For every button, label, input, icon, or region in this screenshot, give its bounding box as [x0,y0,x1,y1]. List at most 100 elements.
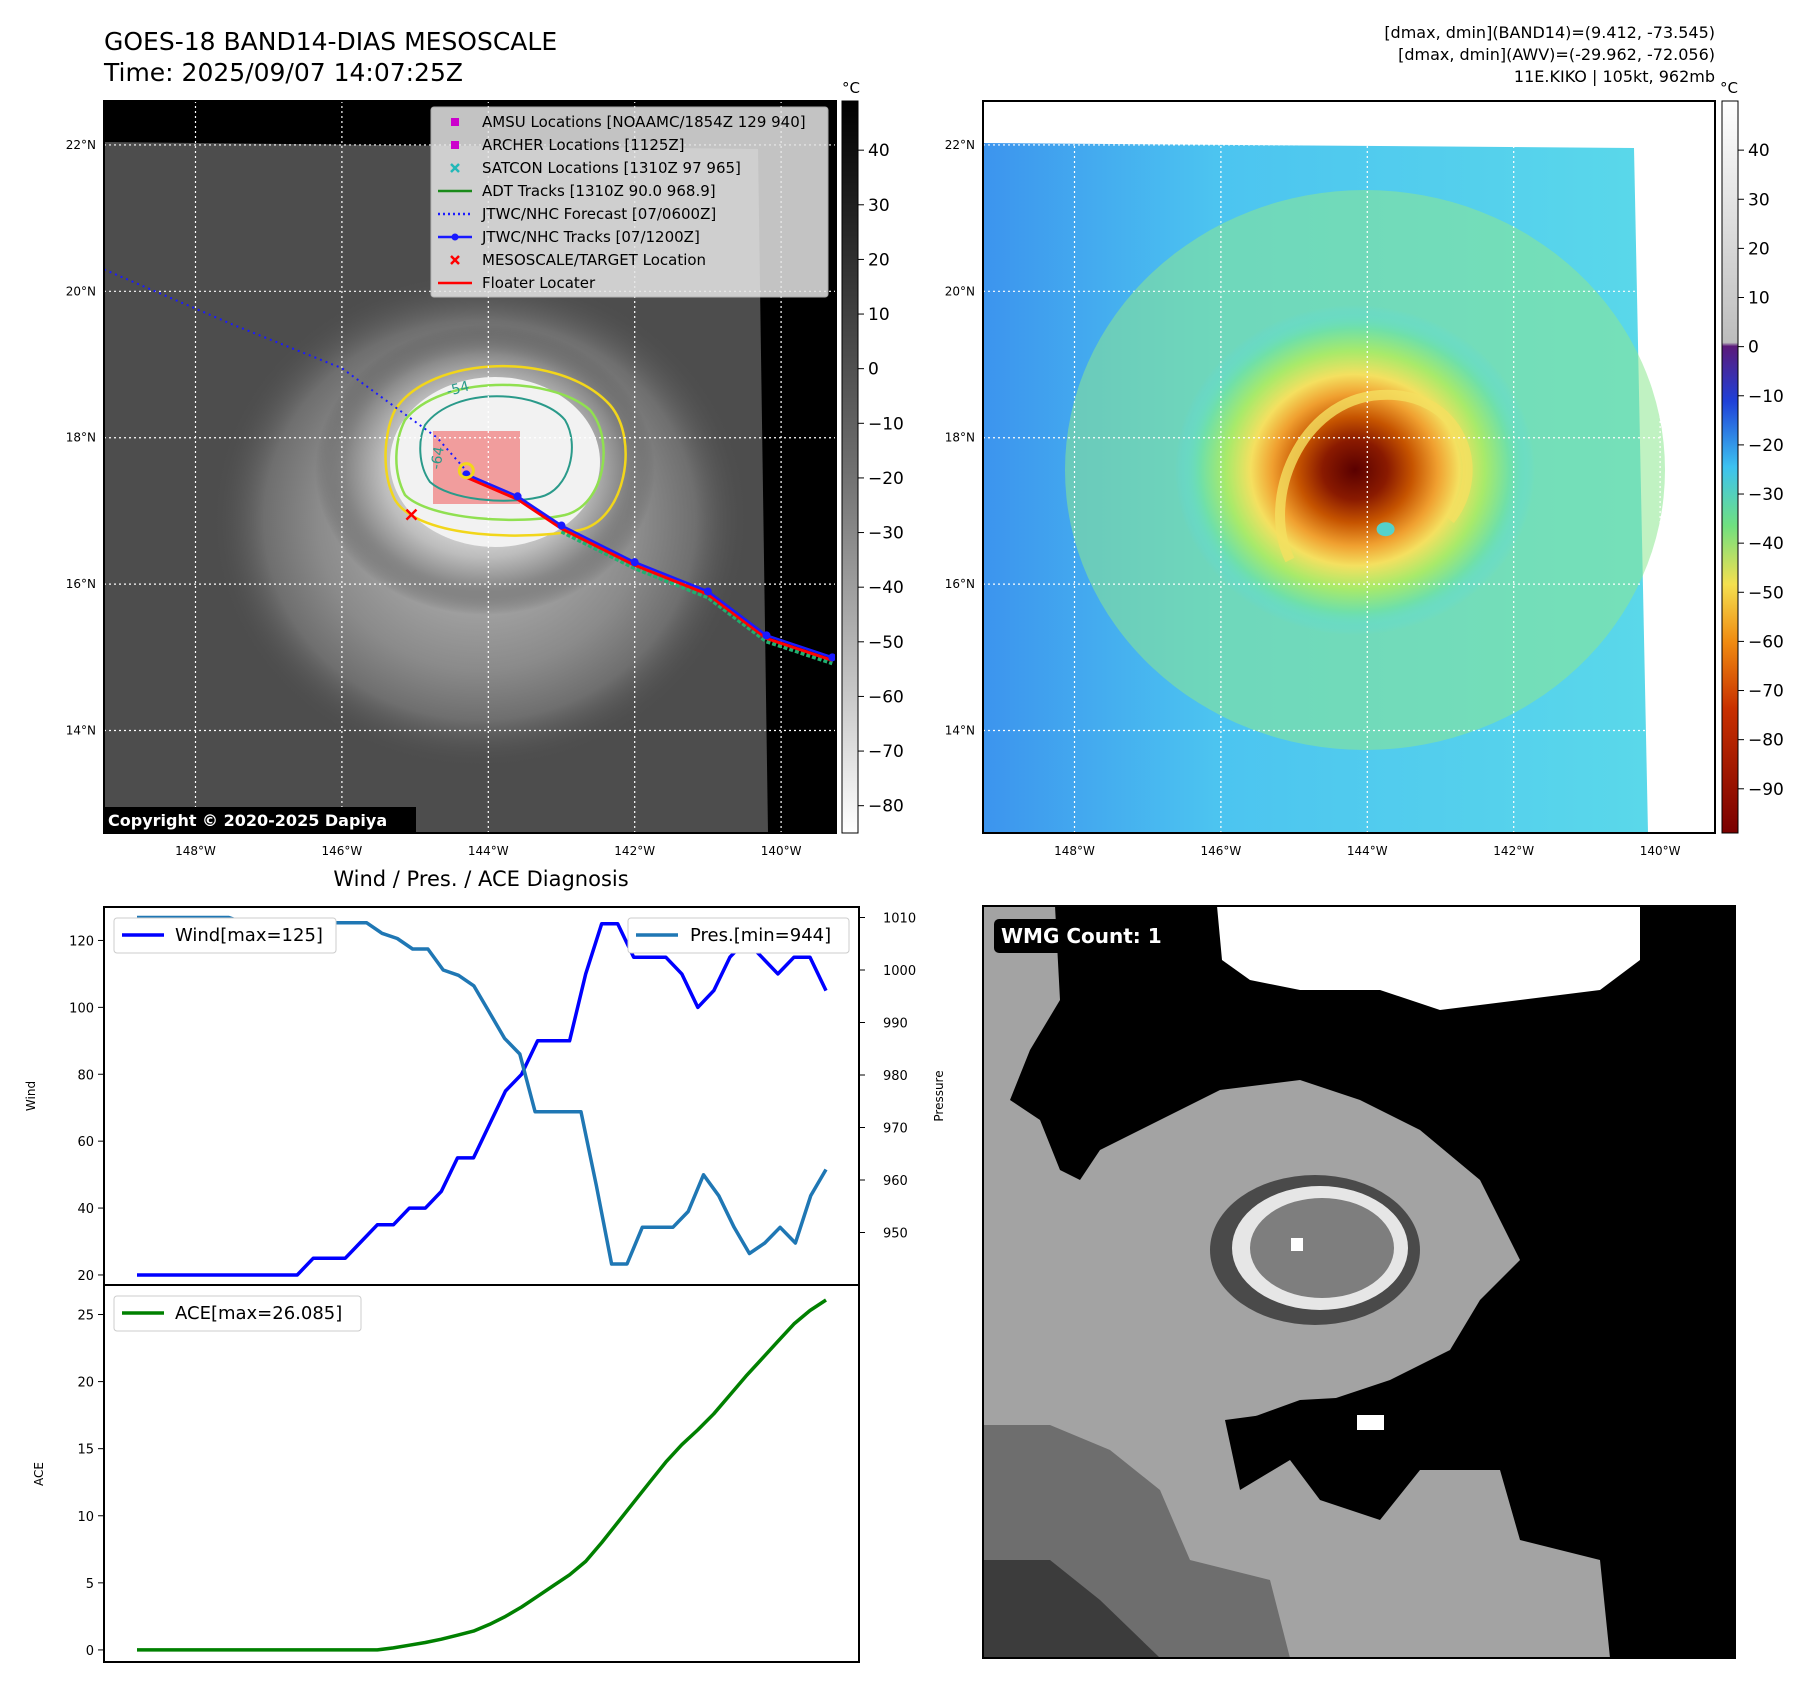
ir-lat-label: 18°N [66,431,96,445]
pressure-legend-label: Pres.[min=944] [690,925,831,946]
awv-colorbar-tick-label: −80 [1748,731,1784,751]
pressure-tick-label: 1010 [883,912,916,927]
awv-lat-label: 18°N [945,431,975,445]
ace-legend-label: ACE[max=26.085] [175,1303,342,1324]
awv-lon-label: 146°W [1201,844,1242,858]
ir-colorbar-tick-label: −80 [868,797,904,817]
ir-colorbar-tick-label: −60 [868,687,904,707]
awv-lon-label: 140°W [1640,844,1681,858]
ir-storm-center-marker [457,462,475,480]
ir-colorbar-tick-label: −40 [868,578,904,598]
ir-legend-label: Floater Locater [482,274,596,292]
ir-legend-marker [451,141,459,149]
ir-target-x-stroke [405,508,418,521]
wmg-frame [982,905,1736,1659]
ir-legend-label: ARCHER Locations [1125Z] [482,136,685,154]
ir-contour-green [395,383,605,522]
awv-spiral-band [1275,389,1473,563]
awv-colorbar-tick-label: 20 [1748,239,1770,259]
ace-frame [103,1284,860,1663]
wmg-cold-cloud-region [1010,906,1735,1658]
ace-tick-label: 20 [77,1376,94,1391]
wmg-warm-region-top [1217,906,1640,1010]
awv-colorbar-tick-label: 30 [1748,190,1770,210]
ir-lat-label: 20°N [66,284,96,298]
awv-storm-core [1175,305,1535,635]
wmg-eye-interior [1250,1198,1394,1298]
ir-lon-label: 140°W [761,844,802,858]
awv-colorbar-tick-label: −30 [1748,485,1784,505]
pressure-tick-label: 990 [883,1017,908,1032]
pressure-tick-label: 960 [883,1174,908,1189]
pressure-tick-label: 950 [883,1227,908,1242]
ir-contour-teal [419,395,573,502]
awv-colorbar-tick-label: −40 [1748,534,1784,554]
pressure-legend: Pres.[min=944] [627,917,850,954]
ir-legend-label: ADT Tracks [1310Z 90.0 968.9] [482,182,716,200]
wmg-count-label: WMG Count: 1 [1001,924,1162,948]
info-band14-range: [dmax, dmin](BAND14)=(9.412, -73.545) [1384,23,1715,42]
wmg-dark-southwest [983,1560,1160,1658]
ace-tick-label: 0 [86,1644,94,1659]
ir-lon-label: 148°W [175,844,216,858]
ir-colorbar-tick-label: 0 [868,360,879,380]
wind-tick-label: 100 [69,1001,94,1016]
awv-colorbar-tick-label: −90 [1748,780,1784,800]
ir-lat-label: 16°N [66,577,96,591]
ace-axis-label: ACE [32,1462,46,1486]
pressure-tick-label: 980 [883,1069,908,1084]
ir-colorbar-tick-label: −10 [868,414,904,434]
ir-best-track-point [557,521,566,530]
awv-colorbar-tick-label: 10 [1748,289,1770,309]
awv-colorbar-tick-label: −20 [1748,436,1784,456]
wind-tick-label: 40 [77,1202,94,1217]
ir-lon-label: 146°W [322,844,363,858]
ir-forecast-track [104,268,468,472]
awv-lon-label: 142°W [1493,844,1534,858]
ir-contour-label-64: -64 [428,445,448,470]
ir-best-track-point [630,558,639,567]
awv-panel: 22°N 20°N 18°N 16°N 14°N 148°W 146°W 144°W 142°… [945,100,1716,858]
ir-adt-track [560,529,833,666]
ace-tick-label: 25 [77,1309,94,1324]
wmg-count-badge [994,919,1171,953]
awv-colorbar-tick-label: −60 [1748,632,1784,652]
copyright-text: Copyright © 2020-2025 Dapiya [108,811,387,830]
ir-colorbar-tick-label: 30 [868,196,890,216]
awv-lon-labels: 148°W 146°W 144°W 142°W 140°W [1054,844,1681,858]
copyright-background [104,807,416,832]
ir-colorbar-tick-label: 40 [868,141,890,161]
diagnosis-title: Wind / Pres. / ACE Diagnosis [333,867,628,891]
ace-chart: 0 5 10 15 20 25 ACE ACE[max=26.085] [32,1284,860,1663]
ir-lat-label: 14°N [66,724,96,738]
wmg-warm-pixel [1357,1415,1384,1430]
ir-best-track-point [828,653,836,662]
awv-lon-label: 144°W [1347,844,1388,858]
ir-legend-label: SATCON Locations [1310Z 97 965] [482,159,741,177]
ir-legend-marker-dot [451,233,459,241]
awv-lat-label: 20°N [945,284,975,298]
ir-best-track-point [513,492,522,501]
ace-tick-label: 10 [77,1510,94,1525]
pressure-tick-label: 970 [883,1122,908,1137]
figure-title-line2: Time: 2025/09/07 14:07:25Z [103,58,463,87]
ir-lat-label: 22°N [66,138,96,152]
ace-legend: ACE[max=26.085] [113,1295,362,1332]
ir-colorbar-tick-label: 10 [868,305,890,325]
wmg-panel: WMG Count: 1 [982,905,1736,1659]
ir-panel: -54 -64 AMSU Locations [NOAAMC/1854Z 129… [66,100,837,858]
awv-gridlines [983,101,1715,833]
ir-legend: AMSU Locations [NOAAMC/1854Z 129 940] ARC… [430,106,829,298]
awv-lat-labels: 22°N 20°N 18°N 16°N 14°N [945,138,975,738]
awv-colorbar-gradient [1721,100,1739,834]
ir-colorbar-tick-label: −70 [868,742,904,762]
ir-contour-yellow [384,364,627,537]
awv-colorbar-tick-label: −70 [1748,682,1784,702]
ir-colorbar-tick-label: −50 [868,633,904,653]
wmg-dark-band [1245,1395,1420,1455]
pressure-tick-label: 1000 [883,964,916,979]
ir-legend-label: JTWC/NHC Tracks [07/1200Z] [481,228,700,246]
ir-legend-label: MESOSCALE/TARGET Location [482,251,706,269]
wind-legend: Wind[max=125] [113,917,337,954]
